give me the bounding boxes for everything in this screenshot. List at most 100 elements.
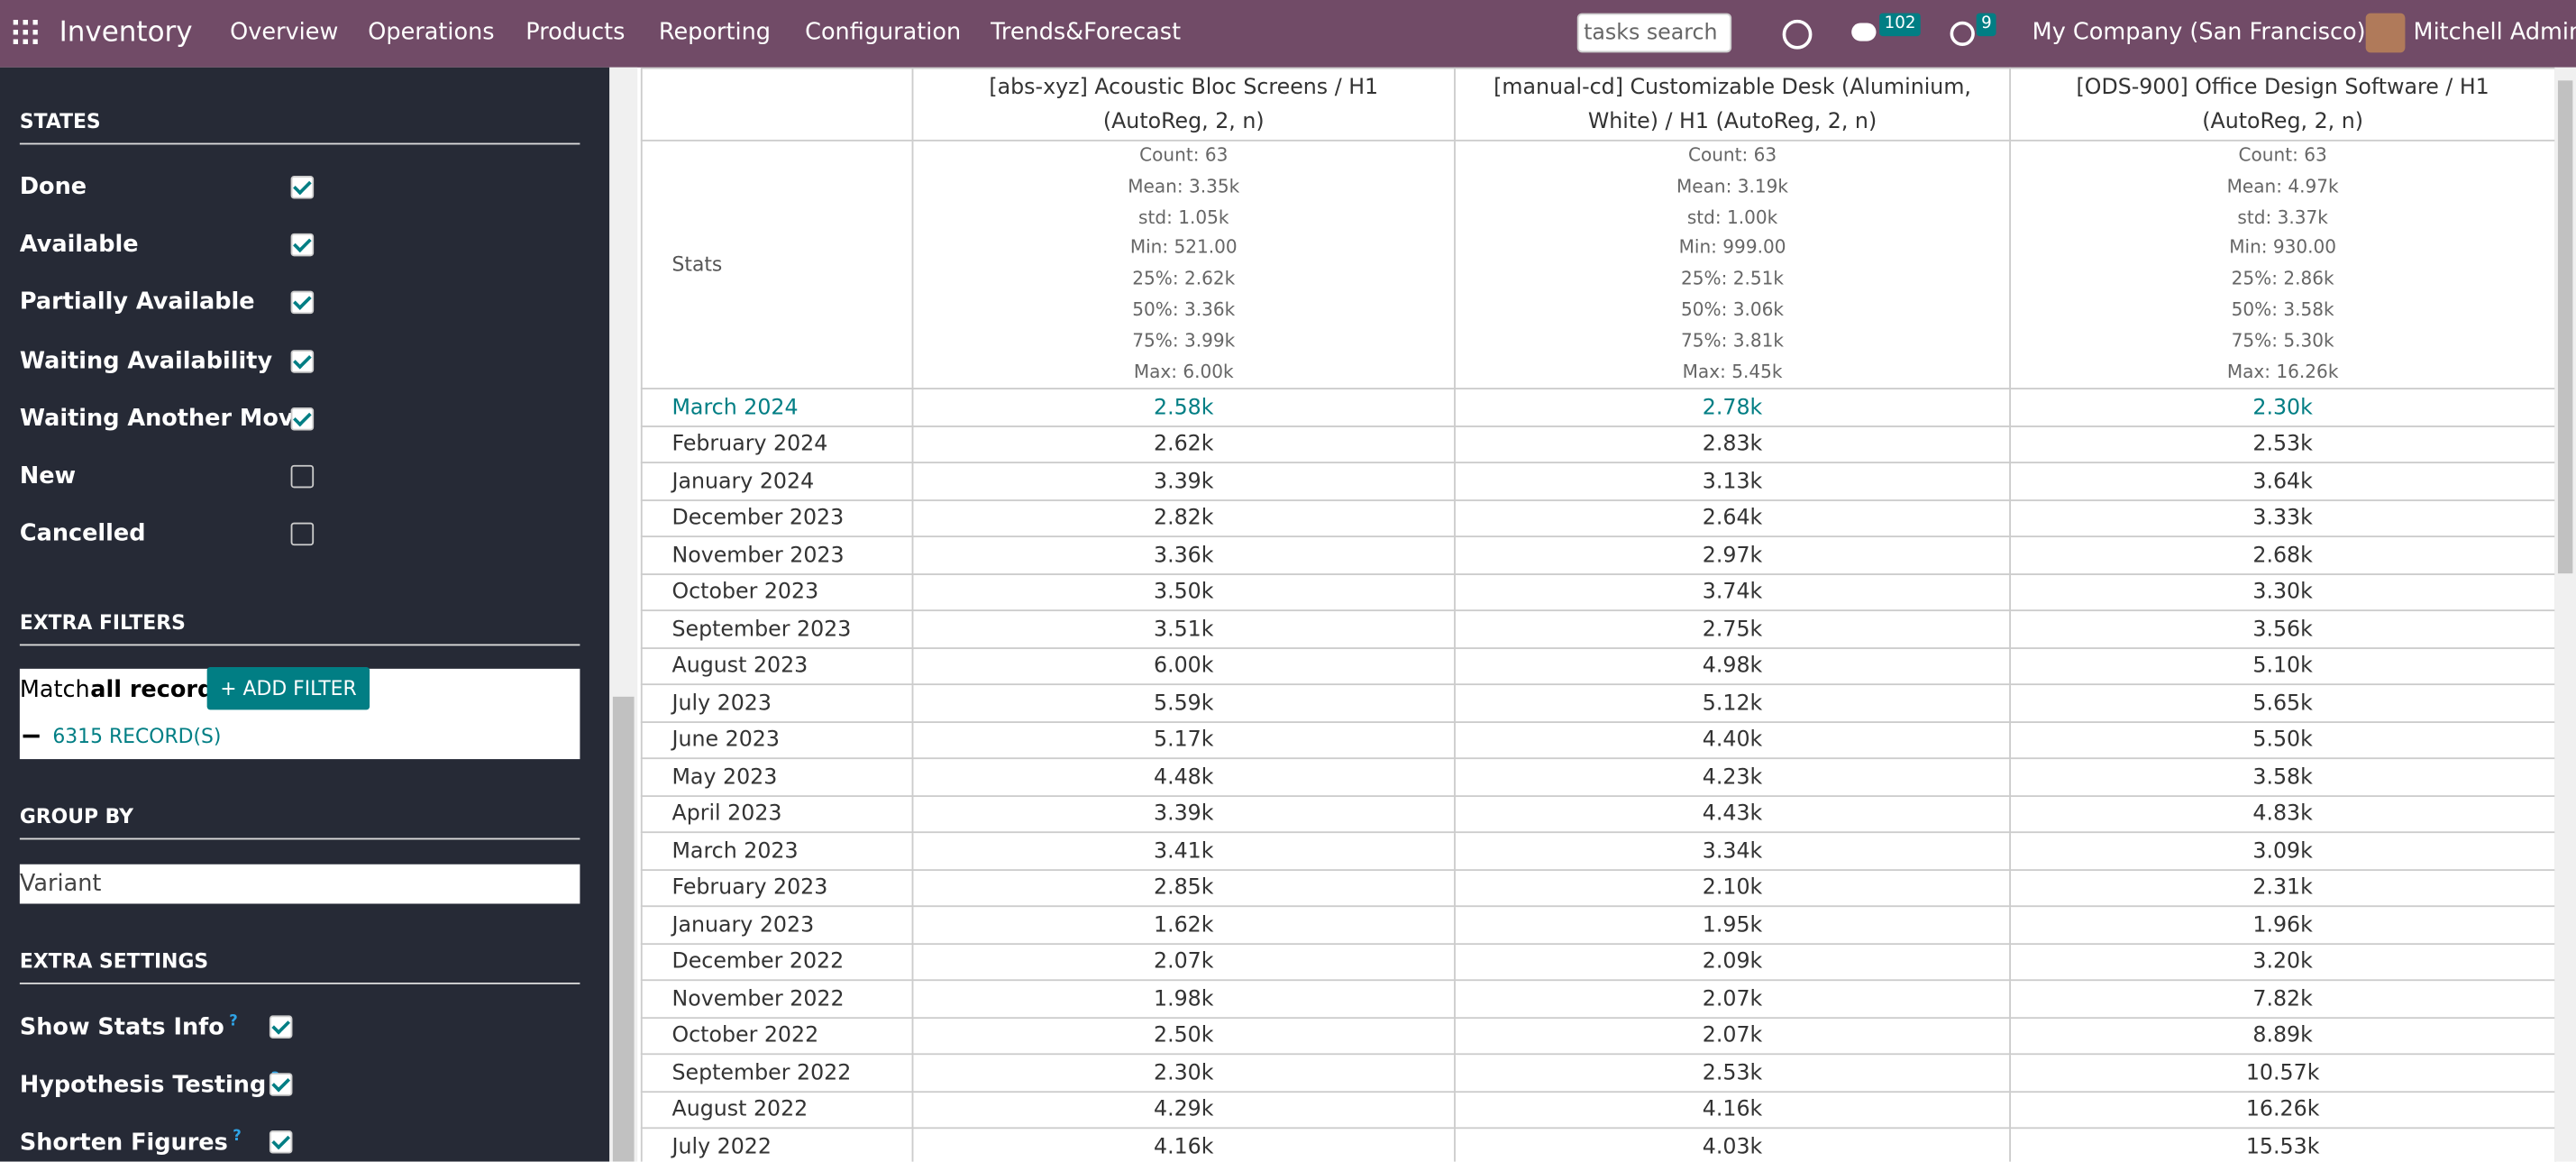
- value-cell: 2.30k: [911, 1054, 1456, 1093]
- menu-item[interactable]: Reporting: [658, 19, 771, 47]
- column-header: [ODS-900] Office Design Software / H1 (A…: [2009, 67, 2557, 142]
- menu-item[interactable]: Trends&Forecast: [991, 19, 1182, 47]
- value-cell: 5.50k: [2009, 720, 2557, 760]
- scroll-thumb[interactable]: [2557, 80, 2573, 574]
- data-row: August 2023 6.00k 4.98k 5.10k: [640, 646, 2557, 686]
- value-cell: 4.43k: [1454, 794, 2011, 834]
- arrow-icon: [23, 734, 40, 738]
- data-row: January 2024 3.39k 3.13k 3.64k: [640, 462, 2557, 501]
- column-header: [manual-cd] Customizable Desk (Aluminium…: [1454, 67, 2011, 142]
- checkbox[interactable]: [269, 1015, 293, 1038]
- row-label: February 2023: [640, 869, 914, 908]
- section-title: STATES: [19, 110, 580, 145]
- stat-line: Min: 930.00: [2229, 237, 2337, 259]
- sync-icon[interactable]: [1782, 19, 1813, 50]
- stat-line: 75%: 3.81k: [1681, 329, 1784, 352]
- checkbox[interactable]: [290, 349, 315, 373]
- report-table: [abs-xyz] Acoustic Bloc Screens / H1 (Au…: [640, 67, 2557, 1162]
- checkbox[interactable]: [290, 233, 315, 257]
- data-row: March 2024 2.58k 2.78k 2.30k: [640, 388, 2557, 427]
- data-row: April 2023 3.39k 4.43k 4.83k: [640, 794, 2557, 834]
- row-label: February 2024: [640, 425, 914, 464]
- setting-text: Hypothesis Testing: [19, 1072, 267, 1100]
- checkbox[interactable]: [290, 407, 315, 431]
- scroll-thumb[interactable]: [612, 696, 635, 1162]
- value-cell: 10.57k: [2009, 1054, 2557, 1093]
- add-filter-button[interactable]: + ADD FILTER: [206, 667, 370, 710]
- state-label: Waiting Another Move: [19, 405, 309, 432]
- section-title: GROUP BY: [19, 805, 580, 840]
- row-label: October 2022: [640, 1017, 914, 1056]
- scrollbar[interactable]: [2554, 67, 2576, 1162]
- row-label: January 2023: [640, 906, 914, 945]
- checkbox[interactable]: [290, 291, 315, 315]
- row-label: July 2022: [640, 1128, 914, 1162]
- value-cell: 3.13k: [1454, 462, 2011, 501]
- value-cell: 3.58k: [2009, 757, 2557, 797]
- stat-line: Max: 5.45k: [1682, 361, 1783, 382]
- corner-cell: [640, 67, 914, 142]
- checkbox[interactable]: [269, 1130, 293, 1155]
- menu-item[interactable]: Products: [525, 19, 626, 47]
- filter-box: Match all records + ADD FILTER 6315 RECORD(…: [19, 667, 580, 760]
- data-row: July 2022 4.16k 4.03k 15.53k: [640, 1128, 2557, 1162]
- checkbox[interactable]: [269, 1073, 293, 1097]
- activities-icon[interactable]: [1950, 21, 1975, 47]
- value-cell: 2.64k: [1454, 499, 2011, 538]
- value-cell: 2.07k: [1454, 980, 2011, 1019]
- stat-line: 75%: 3.99k: [1132, 329, 1236, 352]
- company[interactable]: My Company (San Francisco): [2032, 19, 2366, 47]
- row-label: May 2023: [640, 757, 914, 797]
- value-cell: 6.00k: [911, 646, 1456, 686]
- checkbox[interactable]: [290, 464, 315, 489]
- data-row: February 2023 2.85k 2.10k 2.31k: [640, 869, 2557, 908]
- stats-cell: Count: 63 Mean: 3.19k std: 1.00k Min: 999.0…: [1454, 139, 2011, 390]
- user[interactable]: Mitchell Admin: [2413, 19, 2576, 47]
- stat-line: 25%: 2.62k: [1132, 268, 1236, 290]
- stat-line: Mean: 3.35k: [1128, 175, 1240, 197]
- checkbox[interactable]: [290, 522, 315, 546]
- stat-line: 50%: 3.36k: [1132, 298, 1236, 321]
- row-label[interactable]: March 2024: [640, 388, 914, 427]
- data-row: October 2023 3.50k 3.74k 3.30k: [640, 572, 2557, 612]
- state-label: Available: [19, 232, 139, 259]
- navbar: Inventory Overview Operations Products Repor…: [0, 0, 2576, 68]
- value-cell: 2.07k: [911, 943, 1456, 982]
- menu-item[interactable]: Configuration: [805, 19, 962, 47]
- stat-line: std: 1.00k: [1686, 206, 1778, 228]
- state-label: Cancelled: [19, 521, 146, 548]
- value-cell: 4.40k: [1454, 720, 2011, 760]
- messages-icon[interactable]: [1851, 23, 1877, 41]
- value-cell: 3.09k: [2009, 831, 2557, 871]
- value-cell: 3.39k: [911, 462, 1456, 501]
- menu-item[interactable]: Operations: [368, 19, 495, 47]
- match-scope: all records: [90, 676, 228, 704]
- stat-line: Count: 63: [2238, 144, 2327, 167]
- checkbox[interactable]: [290, 176, 315, 199]
- group-by-input[interactable]: Variant: [19, 864, 580, 904]
- stat-line: 75%: 5.30k: [2231, 329, 2334, 352]
- state-label: New: [19, 463, 77, 490]
- state-label: Done: [19, 174, 87, 201]
- stat-line: Mean: 4.97k: [2226, 175, 2339, 197]
- apps-icon[interactable]: [13, 19, 38, 45]
- value-cell: 4.98k: [1454, 646, 2011, 686]
- data-row: November 2022 1.98k 2.07k 7.82k: [640, 980, 2557, 1019]
- value-cell: 2.31k: [2009, 869, 2557, 908]
- value-cell: 1.95k: [1454, 906, 2011, 945]
- scrollbar[interactable]: [609, 67, 638, 1162]
- stat-line: 25%: 2.51k: [1681, 268, 1784, 290]
- value-cell: 2.82k: [911, 499, 1456, 538]
- section-title: EXTRA FILTERS: [19, 611, 580, 646]
- value-cell: 2.07k: [1454, 1017, 2011, 1056]
- search-input[interactable]: tasks search: [1576, 13, 1732, 53]
- value-cell: 4.23k: [1454, 757, 2011, 797]
- value-cell: 4.29k: [911, 1091, 1456, 1130]
- app-name[interactable]: Inventory: [59, 16, 193, 50]
- value-cell: 4.48k: [911, 757, 1456, 797]
- records-link[interactable]: 6315 RECORD(S): [52, 724, 222, 748]
- menu-item[interactable]: Overview: [230, 19, 339, 47]
- value-cell: 3.33k: [2009, 499, 2557, 538]
- stat-line: Min: 999.00: [1678, 237, 1786, 259]
- stat-line: Max: 16.26k: [2226, 361, 2339, 382]
